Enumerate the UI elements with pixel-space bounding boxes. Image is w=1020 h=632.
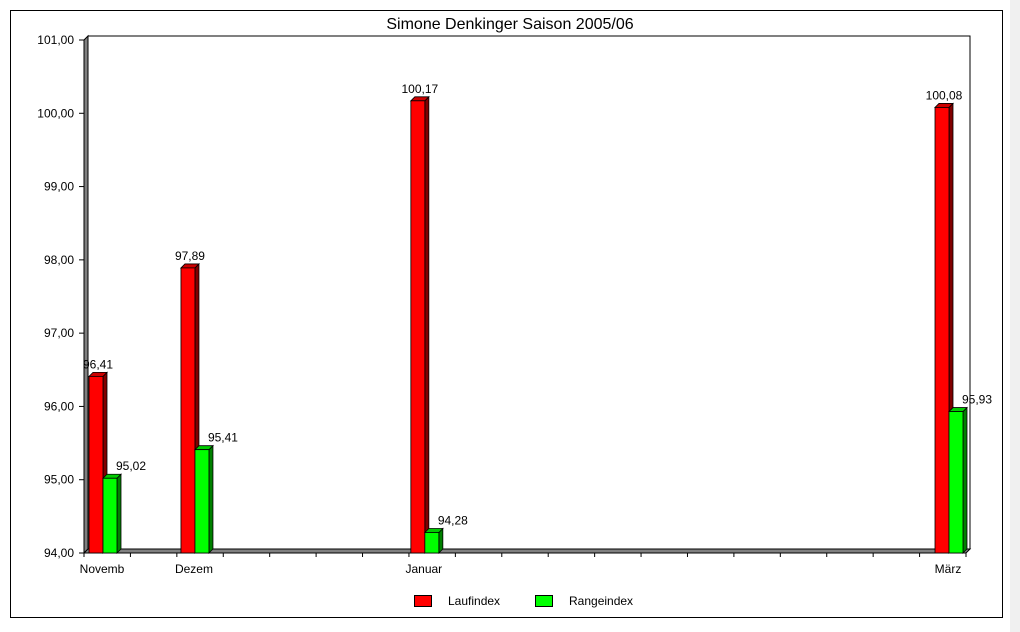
legend-item-laufindex: Laufindex (414, 593, 500, 609)
y-tick-label: 99,00 (44, 180, 74, 194)
legend-swatch-rangeindex (535, 595, 553, 607)
data-label-laufindex: 100,08 (926, 88, 963, 102)
window-edge (1010, 0, 1020, 632)
x-tick-label: Novemb (80, 562, 125, 576)
x-tick-label: März (935, 562, 962, 576)
y-tick-label: 94,00 (44, 546, 74, 560)
y-tick-label: 97,00 (44, 326, 74, 340)
legend-label-rangeindex: Rangeindex (569, 594, 634, 608)
bar-rangeindex (948, 411, 964, 554)
bar-side-laufindex (424, 95, 430, 554)
bar-laufindex (88, 375, 104, 554)
bar-side-rangeindex (116, 473, 122, 554)
bar-side-rangeindex (962, 406, 968, 554)
bar-laufindex (180, 267, 196, 554)
data-label-laufindex: 100,17 (401, 82, 438, 96)
bar-laufindex (934, 107, 950, 554)
legend-swatch-laufindex (414, 595, 432, 607)
data-label-rangeindex: 95,93 (962, 393, 992, 407)
bar-laufindex (410, 100, 426, 554)
bar-rangeindex (102, 477, 118, 554)
y-tick-label: 100,00 (37, 106, 74, 120)
x-tick-label: Dezem (175, 562, 213, 576)
legend-item-rangeindex: Rangeindex (535, 593, 633, 609)
data-label-laufindex: 96,41 (83, 357, 113, 371)
data-label-rangeindex: 95,41 (208, 431, 238, 445)
y-tick-label: 96,00 (44, 399, 74, 413)
plot-left-wall (83, 34, 89, 555)
bar-rangeindex (424, 532, 440, 554)
data-label-rangeindex: 95,02 (116, 459, 146, 473)
x-tick-label: Januar (405, 562, 442, 576)
data-label-laufindex: 97,89 (175, 249, 205, 263)
y-tick-label: 95,00 (44, 473, 74, 487)
data-label-rangeindex: 94,28 (438, 513, 468, 527)
legend-label-laufindex: Laufindex (448, 594, 501, 608)
bar-rangeindex (194, 449, 210, 554)
y-tick-label: 98,00 (44, 253, 74, 267)
bar-side-rangeindex (208, 444, 214, 554)
y-tick-label: 101,00 (37, 33, 74, 47)
plot-floor (82, 548, 972, 554)
chart-title: Simone Denkinger Saison 2005/06 (386, 16, 634, 33)
plot-back-wall (87, 35, 971, 550)
